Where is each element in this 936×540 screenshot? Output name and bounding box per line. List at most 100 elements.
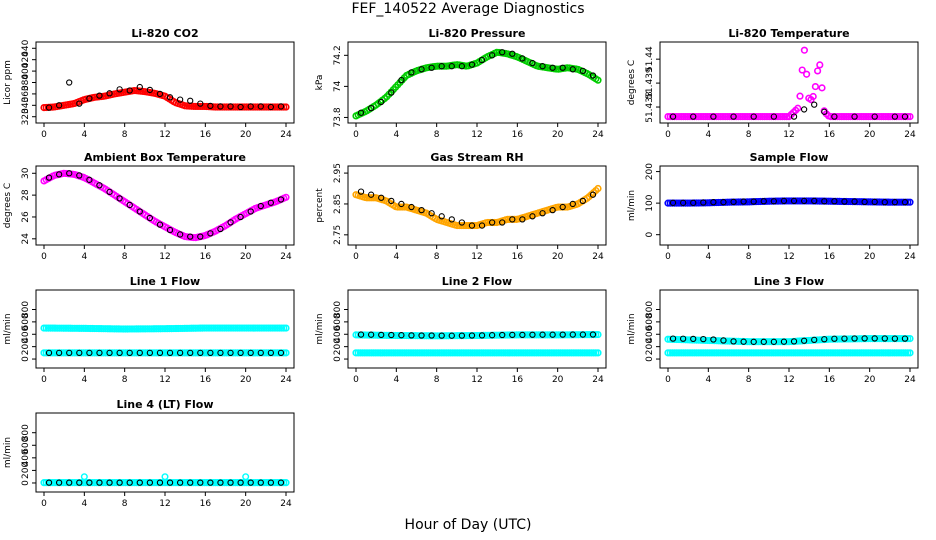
data-point bbox=[509, 331, 516, 339]
y-tick-label: 600 bbox=[21, 436, 31, 453]
x-tick-label: 20 bbox=[552, 130, 564, 140]
data-point bbox=[156, 479, 164, 486]
data-point bbox=[811, 101, 818, 108]
data-point bbox=[166, 479, 174, 486]
x-tick-label: 16 bbox=[824, 252, 836, 262]
x-tick-label: 12 bbox=[159, 252, 170, 262]
data-point bbox=[176, 479, 184, 486]
x-tick-label: 16 bbox=[200, 499, 212, 509]
x-tick-label: 0 bbox=[41, 499, 47, 509]
data-point bbox=[86, 95, 93, 102]
data-point bbox=[66, 349, 73, 356]
x-tick-label: 8 bbox=[122, 252, 128, 262]
series-minute bbox=[352, 48, 602, 120]
data-point bbox=[398, 200, 405, 208]
panel-title: Line 3 Flow bbox=[754, 275, 824, 288]
data-point bbox=[106, 349, 113, 356]
x-tick-label: 16 bbox=[824, 130, 836, 140]
data-point bbox=[509, 216, 516, 223]
data-point bbox=[559, 331, 566, 338]
x-tick-label: 16 bbox=[200, 252, 212, 262]
data-point bbox=[126, 479, 133, 486]
data-point bbox=[438, 63, 445, 70]
x-tick-label: 8 bbox=[122, 375, 128, 385]
data-point bbox=[76, 349, 83, 356]
data-point bbox=[809, 92, 817, 101]
y-axis-label: kPa bbox=[315, 75, 325, 91]
y-tick-label: 26 bbox=[21, 211, 31, 223]
y-tick-label: 24 bbox=[21, 233, 31, 245]
x-tick-label: 16 bbox=[200, 130, 212, 140]
data-point bbox=[438, 332, 445, 339]
data-point bbox=[509, 50, 516, 57]
y-tick-label: 440 bbox=[21, 39, 31, 56]
data-point bbox=[740, 338, 747, 345]
x-tick-label: 4 bbox=[705, 252, 711, 262]
panel-1: Li-820 CO2 Licor ppm 0 4 8 12 16 20 24 3203403603… bbox=[3, 27, 295, 140]
data-point bbox=[207, 349, 214, 356]
y-axis-label: ml/min bbox=[627, 313, 637, 344]
data-point bbox=[166, 349, 174, 356]
y-axis-label: Licor ppm bbox=[3, 60, 13, 105]
y-axis-label: ml/min bbox=[3, 437, 13, 468]
data-point bbox=[55, 479, 63, 486]
x-tick-label: 0 bbox=[41, 375, 47, 385]
x-tick-label: 4 bbox=[705, 375, 711, 385]
x-tick-label: 24 bbox=[904, 252, 916, 262]
y-tick-label: 0 bbox=[333, 356, 343, 362]
series-hourly bbox=[45, 349, 285, 356]
x-tick-label: 4 bbox=[81, 499, 87, 509]
data-point bbox=[357, 331, 365, 338]
y-tick-label: 600 bbox=[21, 313, 31, 330]
data-point bbox=[187, 97, 194, 104]
data-point bbox=[740, 198, 747, 205]
data-point bbox=[811, 197, 818, 205]
data-point bbox=[488, 332, 496, 339]
series-minute-lower bbox=[352, 349, 602, 357]
y-tick-label: 51.438 bbox=[645, 91, 655, 123]
data-point bbox=[802, 70, 811, 78]
data-point bbox=[378, 194, 385, 201]
data-point bbox=[197, 479, 204, 486]
data-point bbox=[237, 213, 244, 221]
data-point bbox=[669, 335, 677, 342]
data-point bbox=[237, 103, 244, 111]
x-tick-label: 12 bbox=[783, 375, 794, 385]
data-point bbox=[549, 64, 556, 71]
plot-frame bbox=[659, 41, 919, 124]
data-point bbox=[800, 106, 808, 113]
data-point bbox=[428, 210, 435, 217]
series-hourly bbox=[45, 479, 285, 486]
x-tick-label: 0 bbox=[353, 375, 359, 385]
data-point bbox=[207, 230, 214, 237]
panel-4: Ambient Box Temperature degrees C 0 4 8 12 16 2… bbox=[3, 151, 295, 262]
data-point bbox=[106, 188, 113, 195]
plot-frame bbox=[347, 41, 607, 124]
data-point bbox=[816, 61, 824, 69]
series-minute bbox=[40, 86, 290, 112]
data-point bbox=[242, 473, 250, 481]
data-point bbox=[559, 64, 566, 71]
x-tick-label: 20 bbox=[864, 375, 876, 385]
data-point bbox=[780, 197, 788, 205]
data-point bbox=[55, 171, 63, 178]
y-tick-label: 0 bbox=[645, 356, 655, 362]
data-point bbox=[267, 349, 275, 356]
data-point bbox=[367, 191, 375, 198]
x-tick-label: 0 bbox=[665, 375, 671, 385]
y-tick-label: 200 bbox=[333, 338, 343, 355]
series-hourly bbox=[357, 188, 597, 229]
data-point bbox=[156, 349, 164, 356]
data-point bbox=[811, 82, 820, 91]
data-point bbox=[76, 479, 83, 486]
data-point bbox=[448, 63, 455, 70]
data-point bbox=[519, 331, 526, 339]
data-point bbox=[529, 213, 536, 220]
x-tick-label: 20 bbox=[240, 375, 252, 385]
data-point bbox=[227, 349, 234, 356]
y-tick-label: 420 bbox=[21, 51, 31, 68]
panel-title: Li-820 Temperature bbox=[728, 27, 849, 40]
data-point bbox=[187, 233, 194, 240]
data-point bbox=[589, 331, 597, 338]
